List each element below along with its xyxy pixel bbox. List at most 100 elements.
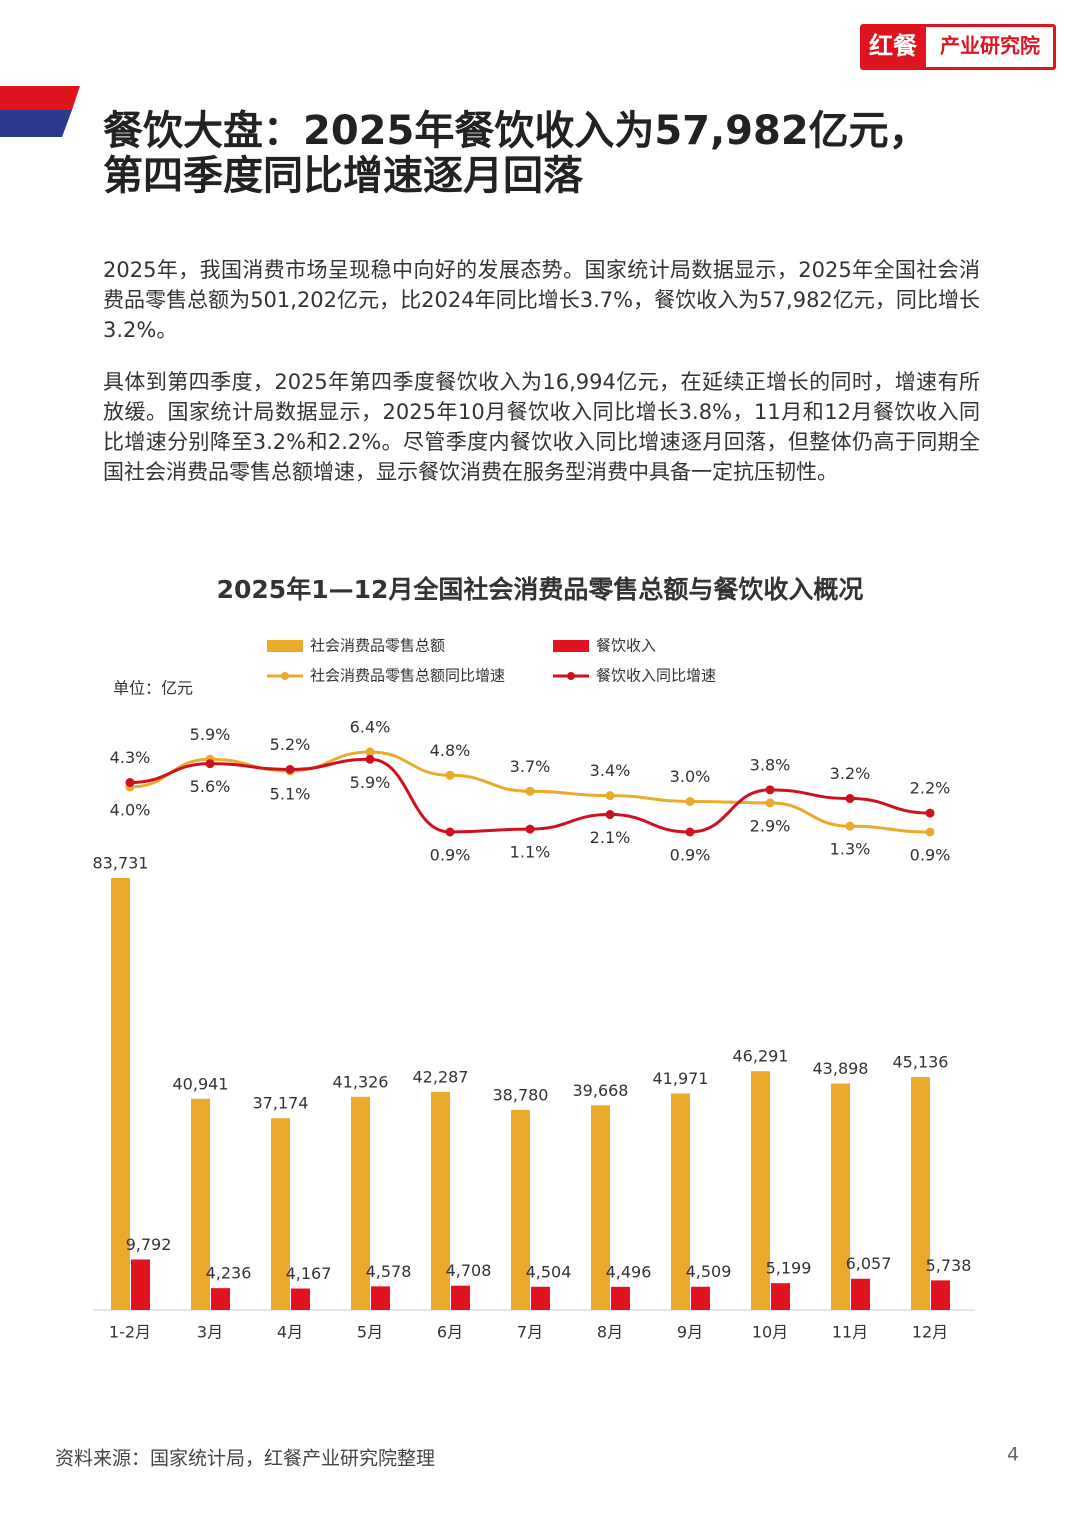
data-label: 0.9% xyxy=(910,846,951,865)
legend-swatch xyxy=(267,640,303,652)
title-line: 第四季度同比增速逐月回落 xyxy=(103,153,583,199)
page-number: 4 xyxy=(1007,1444,1019,1466)
data-label: 39,668 xyxy=(573,1081,629,1100)
line-point xyxy=(925,808,935,818)
data-label: 4,509 xyxy=(686,1262,732,1281)
data-label: 4,578 xyxy=(366,1262,412,1281)
x-tick-label: 5月 xyxy=(357,1323,383,1342)
line-point xyxy=(765,785,775,795)
line-point xyxy=(365,747,375,757)
line-point xyxy=(525,824,535,834)
bar xyxy=(371,1286,390,1310)
data-label: 4.3% xyxy=(110,748,151,767)
data-label: 0.9% xyxy=(670,846,711,865)
bar xyxy=(131,1259,150,1310)
data-label: 46,291 xyxy=(733,1047,789,1066)
data-label: 40,941 xyxy=(173,1074,229,1093)
logo-sub: 产业研究院 xyxy=(940,34,1040,58)
data-label: 42,287 xyxy=(413,1067,469,1086)
data-label: 3.2% xyxy=(830,764,871,783)
legend-swatch xyxy=(281,672,289,680)
data-label: 83,731 xyxy=(93,854,149,873)
data-label: 5.9% xyxy=(350,773,391,792)
bar xyxy=(771,1283,790,1310)
data-label: 4.0% xyxy=(110,800,151,819)
x-tick-label: 11月 xyxy=(832,1323,868,1342)
paragraph: 具体到第四季度，2025年第四季度餐饮收入为16,994亿元，在延续正增长的同时… xyxy=(103,370,980,484)
data-label: 41,326 xyxy=(333,1072,389,1091)
line-point xyxy=(845,821,855,831)
data-label: 6,057 xyxy=(846,1254,892,1273)
legend-label: 餐饮收入 xyxy=(596,637,656,655)
legend-label: 餐饮收入同比增速 xyxy=(596,667,716,685)
data-label: 3.7% xyxy=(510,757,551,776)
line-point xyxy=(445,827,455,837)
bar xyxy=(851,1278,870,1310)
line-point xyxy=(845,794,855,804)
x-tick-label: 1-2月 xyxy=(109,1323,151,1342)
bar xyxy=(751,1071,770,1310)
data-label: 2.1% xyxy=(590,828,631,847)
legend-label: 社会消费品零售总额同比增速 xyxy=(310,667,505,685)
data-label: 5.1% xyxy=(270,784,311,803)
bar xyxy=(111,878,130,1310)
bar xyxy=(211,1288,230,1310)
data-label: 2.2% xyxy=(910,779,951,798)
data-label: 3.0% xyxy=(670,767,711,786)
data-label: 0.9% xyxy=(430,846,471,865)
data-label: 9,792 xyxy=(126,1235,172,1254)
data-label: 5,199 xyxy=(766,1259,812,1278)
bar xyxy=(291,1288,310,1310)
chart-title: 2025年1—12月全国社会消费品零售总额与餐饮收入概况 xyxy=(217,575,864,604)
data-label: 4,708 xyxy=(446,1261,492,1280)
data-label: 5.2% xyxy=(270,735,311,754)
legend-label: 社会消费品零售总额 xyxy=(310,637,445,655)
data-label: 43,898 xyxy=(813,1059,869,1078)
bar xyxy=(351,1096,370,1310)
bar xyxy=(451,1285,470,1310)
unit-label: 单位：亿元 xyxy=(113,679,193,698)
data-label: 41,971 xyxy=(653,1069,709,1088)
x-tick-label: 3月 xyxy=(197,1323,223,1342)
bar xyxy=(511,1109,530,1310)
x-tick-label: 8月 xyxy=(597,1323,623,1342)
paragraph: 2025年，我国消费市场呈现稳中向好的发展态势。国家统计局数据显示，2025年全… xyxy=(103,258,980,342)
data-label: 45,136 xyxy=(893,1053,949,1072)
bar xyxy=(431,1091,450,1310)
data-label: 5,738 xyxy=(926,1256,972,1275)
x-tick-label: 12月 xyxy=(912,1323,948,1342)
line-point xyxy=(685,796,695,806)
line-point xyxy=(925,827,935,837)
bar xyxy=(911,1077,930,1310)
data-label: 4.8% xyxy=(430,741,471,760)
line-point xyxy=(525,786,535,796)
x-tick-label: 4月 xyxy=(277,1323,303,1342)
title-line: 餐饮大盘：2025年餐饮收入为57,982亿元， xyxy=(103,108,929,154)
bar xyxy=(191,1098,210,1310)
bar xyxy=(671,1093,690,1310)
bar xyxy=(531,1286,550,1310)
deco-red xyxy=(0,86,80,110)
data-label: 3.4% xyxy=(590,761,631,780)
line-point xyxy=(125,778,135,788)
legend-swatch xyxy=(567,672,575,680)
bar xyxy=(831,1083,850,1310)
line-point xyxy=(685,827,695,837)
legend-swatch xyxy=(553,640,589,652)
bar xyxy=(931,1280,950,1310)
bar xyxy=(611,1286,630,1310)
data-label: 5.9% xyxy=(190,725,231,744)
line-point xyxy=(285,764,295,774)
logo-brand: 红餐 xyxy=(869,32,918,60)
deco-blue xyxy=(0,110,72,137)
line-point xyxy=(445,770,455,780)
bar xyxy=(271,1118,290,1310)
data-label: 4,236 xyxy=(206,1264,252,1283)
data-label: 4,167 xyxy=(286,1264,332,1283)
line-point xyxy=(365,754,375,764)
data-label: 6.4% xyxy=(350,718,391,737)
bar xyxy=(691,1286,710,1310)
x-tick-label: 7月 xyxy=(517,1323,543,1342)
x-tick-label: 6月 xyxy=(437,1323,463,1342)
